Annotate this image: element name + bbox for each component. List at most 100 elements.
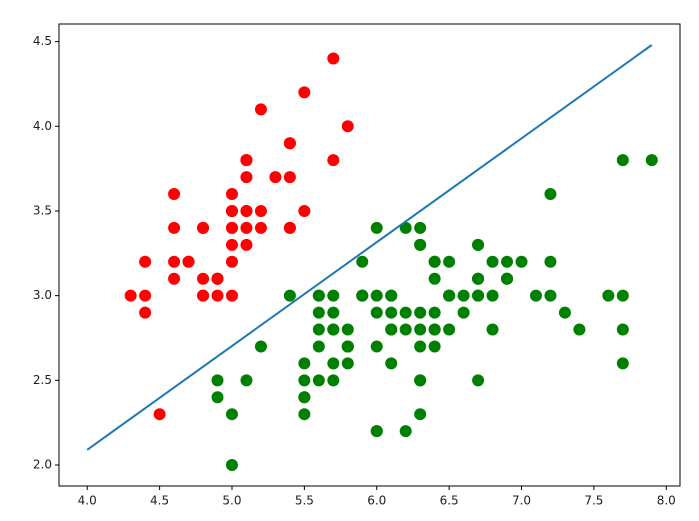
point (472, 289, 485, 302)
point (428, 272, 441, 285)
point (414, 221, 427, 234)
point (544, 188, 557, 201)
point (240, 238, 253, 251)
point (225, 204, 238, 217)
x-tick-label: 8.0 (657, 494, 676, 508)
point (529, 289, 542, 302)
point (168, 272, 181, 285)
point (414, 374, 427, 387)
point (356, 289, 369, 302)
point (370, 306, 383, 319)
point (197, 289, 210, 302)
point (370, 221, 383, 234)
point (298, 357, 311, 370)
point (225, 459, 238, 471)
point (602, 289, 615, 302)
point (486, 255, 499, 268)
point (428, 323, 441, 336)
x-tick-label: 7.0 (512, 494, 531, 508)
point (225, 221, 238, 234)
point (544, 255, 557, 268)
point (443, 323, 456, 336)
point (385, 357, 398, 370)
point (544, 289, 557, 302)
point (327, 306, 340, 319)
point (139, 306, 152, 319)
x-tick-label: 5.0 (222, 494, 241, 508)
x-tick-label: 4.0 (78, 494, 97, 508)
point (414, 238, 427, 251)
point (515, 255, 528, 268)
fit-line (86, 44, 653, 451)
point (283, 221, 296, 234)
point (283, 137, 296, 150)
point (298, 374, 311, 387)
point (486, 323, 499, 336)
point (399, 323, 412, 336)
point (341, 120, 354, 133)
point (240, 221, 253, 234)
plot-frame (58, 23, 681, 487)
point (616, 154, 629, 167)
point (327, 323, 340, 336)
point (428, 340, 441, 353)
point (153, 408, 166, 421)
point (414, 323, 427, 336)
point (385, 306, 398, 319)
point (370, 425, 383, 438)
point (124, 289, 137, 302)
y-tick-label: 3.5 (33, 203, 52, 217)
point (501, 255, 514, 268)
point (457, 289, 470, 302)
point (414, 408, 427, 421)
point (472, 272, 485, 285)
point (312, 374, 325, 387)
y-tick-label: 2.0 (33, 458, 52, 472)
point (327, 289, 340, 302)
point (312, 289, 325, 302)
point (645, 154, 658, 167)
point (225, 408, 238, 421)
point (312, 323, 325, 336)
point (472, 238, 485, 251)
point (168, 221, 181, 234)
point (197, 221, 210, 234)
point (341, 323, 354, 336)
point (457, 306, 470, 319)
x-tick-label: 4.5 (150, 494, 169, 508)
point (298, 391, 311, 404)
y-tick-label: 2.5 (33, 373, 52, 387)
point (283, 171, 296, 184)
point (327, 154, 340, 167)
point (139, 255, 152, 268)
y-tick-label: 4.5 (33, 34, 52, 48)
x-tick-label: 5.5 (295, 494, 314, 508)
point (558, 306, 571, 319)
point (312, 306, 325, 319)
point (283, 289, 296, 302)
point (428, 306, 441, 319)
point (385, 323, 398, 336)
point (211, 374, 224, 387)
point (486, 289, 499, 302)
point (370, 289, 383, 302)
point (616, 357, 629, 370)
point (298, 86, 311, 99)
x-tick-label: 6.0 (367, 494, 386, 508)
point (616, 289, 629, 302)
point (254, 221, 267, 234)
point (225, 255, 238, 268)
x-tick-label: 6.5 (440, 494, 459, 508)
point (211, 272, 224, 285)
point (312, 340, 325, 353)
point (240, 171, 253, 184)
point (428, 255, 441, 268)
x-tick-label: 7.5 (584, 494, 603, 508)
point (182, 255, 195, 268)
point (341, 357, 354, 370)
point (225, 238, 238, 251)
point (443, 255, 456, 268)
point (298, 204, 311, 217)
point (399, 221, 412, 234)
